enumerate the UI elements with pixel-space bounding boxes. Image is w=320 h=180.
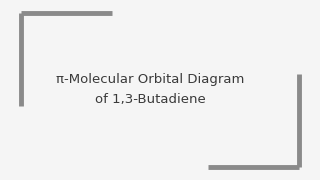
Text: π-Molecular Orbital Diagram
of 1,3-Butadiene: π-Molecular Orbital Diagram of 1,3-Butad… — [56, 73, 244, 107]
